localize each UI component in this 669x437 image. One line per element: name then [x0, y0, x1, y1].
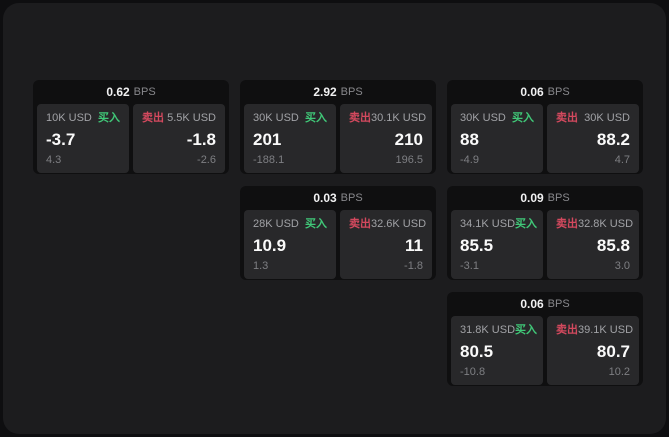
sell-sub: 3.0: [614, 260, 630, 272]
buy-sub: -4.9: [460, 154, 479, 166]
sell-price: -1.8: [186, 130, 216, 149]
bps-value: 0.06: [520, 297, 544, 311]
sell-sub: -1.8: [404, 260, 423, 272]
bps-unit: BPS: [340, 192, 363, 204]
buy-tag: 买入: [305, 112, 327, 124]
bps-header: 0.09 BPS: [447, 186, 643, 210]
bps-unit: BPS: [547, 192, 570, 204]
buy-amount: 34.1K USD: [460, 218, 516, 230]
buy-tag: 买入: [515, 324, 538, 336]
sell-price: 210: [394, 130, 423, 149]
sell-tag: 卖出: [556, 324, 578, 336]
buy-price: 80.5: [460, 342, 494, 361]
sell-sub: 196.5: [395, 154, 423, 166]
buy-tag: 买入: [305, 218, 327, 230]
bps-value: 2.92: [313, 85, 337, 99]
buy-price: 85.5: [460, 236, 494, 255]
sell-panel[interactable]: 卖出 32.6K USD 11 -1.8: [340, 210, 432, 279]
buy-sub: -10.8: [460, 366, 486, 378]
buy-panel[interactable]: 10K USD 买入 -3.7 4.3: [37, 104, 129, 173]
buy-tag: 买入: [98, 112, 120, 124]
sell-amount: 30.1K USD: [371, 112, 427, 124]
buy-sub: -188.1: [253, 154, 285, 166]
sell-panel[interactable]: 卖出 5.5K USD -1.8 -2.6: [133, 104, 225, 173]
bps-value: 0.03: [313, 191, 337, 205]
buy-amount: 30K USD: [253, 112, 299, 124]
sell-tag: 卖出: [349, 218, 371, 230]
app-window: 0.62 BPS 10K USD 买入 -3.7 4.3 卖出 5.5K USD…: [3, 3, 666, 434]
quote-card: 0.09 BPS 34.1K USD 买入 85.5 -3.1 卖出 32.8K…: [447, 186, 643, 280]
bps-header: 0.06 BPS: [447, 80, 643, 104]
quote-card: 0.06 BPS 30K USD 买入 88 -4.9 卖出 30K USD 8…: [447, 80, 643, 174]
bps-unit: BPS: [133, 86, 156, 98]
buy-panel[interactable]: 30K USD 买入 201 -188.1: [244, 104, 336, 173]
sell-tag: 卖出: [142, 112, 164, 124]
sell-tag: 卖出: [556, 112, 578, 124]
buy-tag: 买入: [512, 112, 534, 124]
sell-tag: 卖出: [556, 218, 578, 230]
buy-panel[interactable]: 28K USD 买入 10.9 1.3: [244, 210, 336, 279]
buy-price: -3.7: [46, 130, 76, 149]
buy-price: 201: [253, 130, 282, 149]
buy-tag: 买入: [515, 218, 538, 230]
buy-panel[interactable]: 31.8K USD 买入 80.5 -10.8: [451, 316, 543, 385]
sell-panel[interactable]: 卖出 39.1K USD 80.7 10.2: [547, 316, 639, 385]
sell-amount: 39.1K USD: [578, 324, 634, 336]
sell-amount: 32.6K USD: [371, 218, 427, 230]
buy-price: 10.9: [253, 236, 287, 255]
buy-sub: 4.3: [46, 154, 62, 166]
bps-unit: BPS: [547, 298, 570, 310]
sell-panel[interactable]: 卖出 30K USD 88.2 4.7: [547, 104, 639, 173]
sell-sub: -2.6: [197, 154, 216, 166]
quote-card: 2.92 BPS 30K USD 买入 201 -188.1 卖出 30.1K …: [240, 80, 436, 174]
sell-price: 80.7: [596, 342, 630, 361]
buy-sub: -3.1: [460, 260, 479, 272]
buy-amount: 10K USD: [46, 112, 92, 124]
sell-price: 85.8: [596, 236, 630, 255]
quote-card: 0.03 BPS 28K USD 买入 10.9 1.3 卖出 32.6K US…: [240, 186, 436, 280]
quote-card: 0.06 BPS 31.8K USD 买入 80.5 -10.8 卖出 39.1…: [447, 292, 643, 386]
buy-sub: 1.3: [253, 260, 269, 272]
buy-panel[interactable]: 30K USD 买入 88 -4.9: [451, 104, 543, 173]
bps-header: 2.92 BPS: [240, 80, 436, 104]
quote-card: 0.62 BPS 10K USD 买入 -3.7 4.3 卖出 5.5K USD…: [33, 80, 229, 174]
sell-tag: 卖出: [349, 112, 371, 124]
bps-header: 0.03 BPS: [240, 186, 436, 210]
buy-amount: 28K USD: [253, 218, 299, 230]
buy-price: 88: [460, 130, 479, 149]
bps-unit: BPS: [547, 86, 570, 98]
sell-price: 11: [405, 236, 423, 255]
sell-amount: 5.5K USD: [167, 112, 216, 124]
bps-value: 0.06: [520, 85, 544, 99]
bps-header: 0.62 BPS: [33, 80, 229, 104]
sell-price: 88.2: [596, 130, 630, 149]
buy-panel[interactable]: 34.1K USD 买入 85.5 -3.1: [451, 210, 543, 279]
sell-sub: 4.7: [614, 154, 630, 166]
buy-amount: 30K USD: [460, 112, 506, 124]
bps-value: 0.62: [106, 85, 130, 99]
sell-panel[interactable]: 卖出 32.8K USD 85.8 3.0: [547, 210, 639, 279]
sell-amount: 32.8K USD: [578, 218, 634, 230]
sell-amount: 30K USD: [584, 112, 630, 124]
bps-value: 0.09: [520, 191, 544, 205]
sell-sub: 10.2: [608, 366, 630, 378]
bps-unit: BPS: [340, 86, 363, 98]
bps-header: 0.06 BPS: [447, 292, 643, 316]
buy-amount: 31.8K USD: [460, 324, 516, 336]
sell-panel[interactable]: 卖出 30.1K USD 210 196.5: [340, 104, 432, 173]
